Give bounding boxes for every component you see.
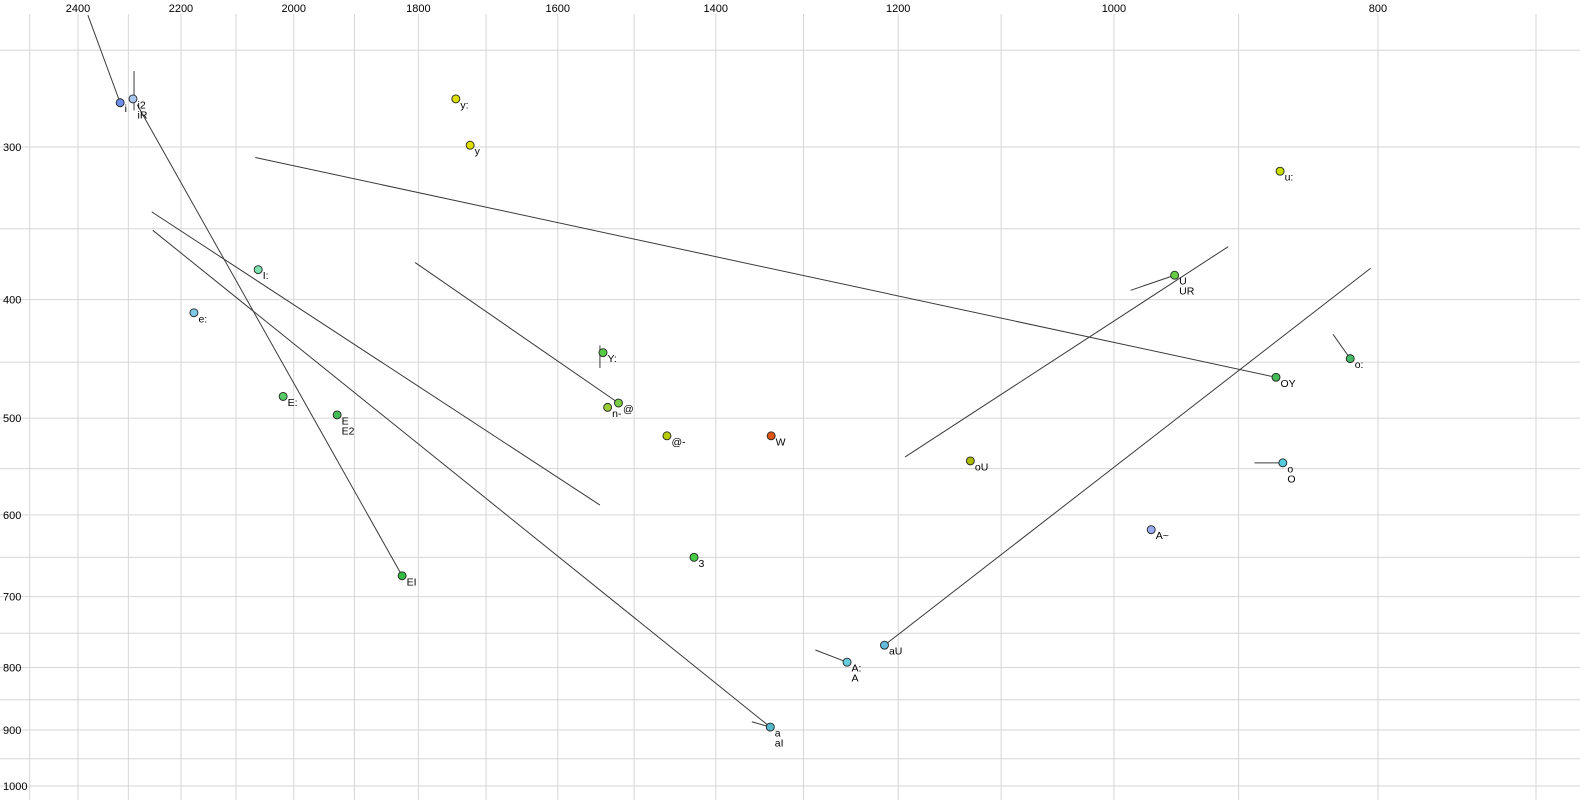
point-label-I:: I:	[263, 270, 269, 282]
leader-UR-line	[1130, 274, 1175, 291]
x-tick-label: 1000	[1102, 3, 1126, 15]
data-point-a	[765, 722, 775, 732]
y-tick-label: 600	[3, 510, 21, 522]
point-label-i2: i2	[138, 99, 146, 111]
x-tick-label: 1400	[704, 3, 728, 15]
point-label-iR: iR	[138, 109, 148, 121]
x-tick-label: 2200	[169, 3, 193, 15]
point-label-aU: aU	[889, 646, 902, 658]
point-label-e:: e:	[198, 313, 207, 325]
leader-o-long-line	[1332, 334, 1351, 359]
x-tick-label: 2000	[281, 3, 305, 15]
data-point-i	[115, 98, 125, 108]
x-tick-label: 1600	[546, 3, 570, 15]
data-point-U	[1170, 270, 1180, 280]
y-tick-label: 300	[3, 142, 21, 154]
point-label-n-: n-	[612, 408, 622, 420]
data-point-Y:	[598, 348, 608, 358]
point-label-E:: E:	[288, 397, 298, 409]
point-label-o:: o:	[1355, 359, 1364, 371]
data-point-y:	[451, 94, 461, 104]
data-point-I:	[253, 265, 263, 275]
data-point-o:	[1345, 354, 1355, 364]
data-point-W	[766, 431, 776, 441]
data-point-3	[689, 552, 699, 562]
gridlines-layer	[0, 14, 1580, 800]
point-label-y: y	[475, 146, 481, 158]
y-tick-label: 400	[3, 295, 21, 307]
y-tick-label: 900	[3, 725, 21, 737]
trajectory-aI-line	[152, 229, 771, 728]
point-label-OY: OY	[1281, 378, 1296, 390]
data-point-E:	[278, 391, 288, 401]
data-point-A:	[842, 657, 852, 667]
point-label-EI: EI	[407, 576, 417, 588]
data-point-E	[332, 410, 342, 420]
data-point-EI	[397, 571, 407, 581]
data-point-u:	[1275, 166, 1285, 176]
data-point-n-	[603, 402, 613, 412]
point-label-W: W	[776, 436, 786, 448]
y-tick-label: 500	[3, 413, 21, 425]
point-label-E: E	[342, 415, 349, 427]
data-point-y	[465, 140, 475, 150]
point-label-A:: A:	[852, 663, 862, 675]
data-point-o	[1278, 458, 1288, 468]
data-point-@	[614, 398, 623, 408]
data-point-A~	[1146, 525, 1156, 535]
point-label-y:: y:	[460, 99, 468, 111]
trajectory-EI-line	[136, 104, 403, 577]
data-point-OY	[1271, 372, 1281, 382]
trajectories-layer	[87, 14, 1371, 728]
point-label-U: U	[1179, 276, 1187, 288]
leader-A-line	[815, 649, 848, 663]
point-label-A: A	[852, 673, 859, 685]
data-point-e:	[189, 308, 199, 318]
points-layer	[115, 94, 1355, 732]
point-label-E2: E2	[342, 425, 355, 437]
point-label-A~: A~	[1156, 530, 1169, 542]
x-tick-label: 800	[1369, 3, 1387, 15]
trajectory-oU-line	[904, 246, 1229, 458]
x-tick-label: 2400	[66, 3, 90, 15]
point-label-a: a	[775, 728, 781, 740]
point-label-Y:: Y:	[608, 353, 617, 365]
data-point-oU	[965, 456, 975, 466]
point-label-@-: @-	[671, 436, 686, 448]
data-point-aU	[880, 640, 889, 650]
point-label-aI: aI	[775, 738, 784, 750]
point-label-u:: u:	[1285, 172, 1294, 184]
point-label-i: i	[125, 103, 127, 115]
point-label-@: @	[623, 404, 634, 416]
trajectory-aU-line	[884, 267, 1371, 646]
y-tick-label: 700	[3, 592, 21, 604]
y-tick-label: 800	[3, 663, 21, 675]
leader-i-line	[87, 14, 121, 103]
point-label-o: o	[1287, 463, 1293, 475]
point-label-O: O	[1287, 473, 1295, 485]
point-label-3: 3	[699, 558, 705, 570]
x-tick-label: 1200	[886, 3, 910, 15]
trajectory-OY-line	[255, 157, 1277, 378]
labels-layer: 2400 2200 2000 1800 1600 1400 1200 1000 800 300 40…	[3, 3, 1387, 793]
point-label-oU: oU	[975, 461, 988, 473]
trajectory-schwa-line	[414, 262, 619, 404]
point-label-UR: UR	[1179, 286, 1195, 298]
x-tick-label: 1800	[406, 3, 430, 15]
data-point-@-	[662, 431, 672, 441]
y-tick-label: 1000	[3, 781, 27, 793]
data-point-i2	[128, 94, 138, 104]
trajectory-mid-line	[151, 211, 601, 506]
